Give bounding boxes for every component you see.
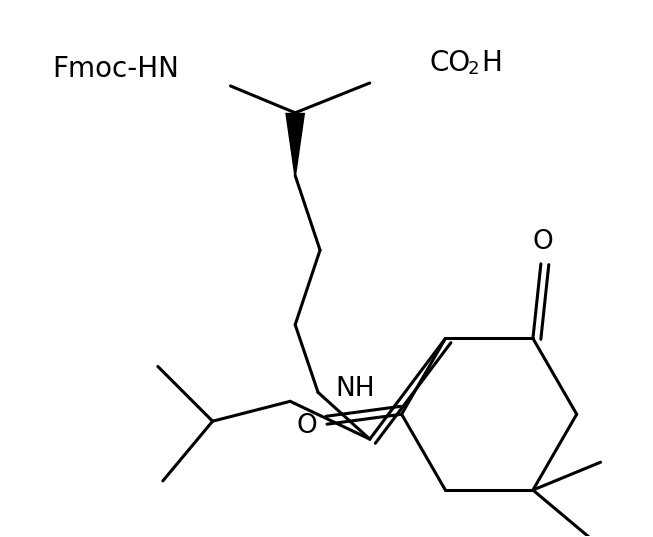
Text: CO: CO	[430, 49, 471, 77]
Text: H: H	[481, 49, 502, 77]
Polygon shape	[285, 113, 305, 176]
Text: Fmoc-HN: Fmoc-HN	[53, 55, 180, 83]
Text: 2: 2	[468, 60, 479, 78]
Text: O: O	[296, 413, 317, 439]
Text: NH: NH	[335, 376, 375, 402]
Text: O: O	[532, 229, 553, 255]
